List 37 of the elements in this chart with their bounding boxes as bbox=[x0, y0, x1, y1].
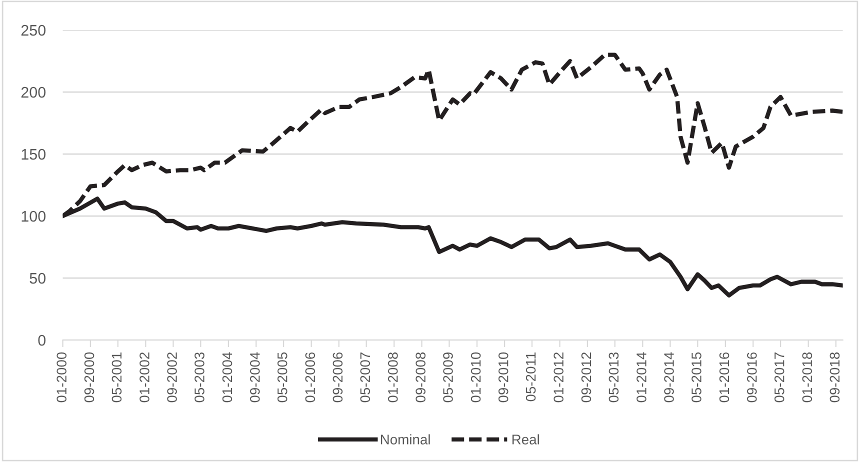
y-tick-label: 0 bbox=[38, 334, 46, 346]
x-tick-label: 01-2014 bbox=[636, 352, 646, 402]
x-tick-label: 09-2012 bbox=[581, 352, 592, 402]
y-tick-label: 50 bbox=[30, 272, 46, 284]
x-tick-label: 01-2006 bbox=[305, 352, 316, 402]
legend-label: Real bbox=[512, 434, 539, 444]
x-tick-label: 09-2002 bbox=[167, 352, 177, 402]
x-tick-label: 09-2016 bbox=[747, 352, 757, 402]
x-tick-label: 09-2010 bbox=[498, 352, 508, 402]
x-tick-label: 05-2011 bbox=[526, 352, 536, 402]
x-tick-label: 01-2000 bbox=[56, 352, 67, 402]
y-tick-label: 150 bbox=[22, 148, 46, 160]
x-tick-label: 05-2009 bbox=[443, 352, 453, 402]
x-tick-label: 05-2001 bbox=[112, 352, 122, 402]
x-tick-label: 09-2006 bbox=[332, 352, 343, 402]
x-tick-label: 09-2018 bbox=[830, 352, 840, 402]
x-tick-label: 01-2012 bbox=[554, 352, 564, 402]
x-tick-label: 05-2015 bbox=[692, 352, 702, 402]
y-tick-label: 200 bbox=[21, 86, 46, 98]
x-tick-label: 09-2008 bbox=[416, 352, 426, 402]
y-tick-label: 250 bbox=[21, 24, 46, 36]
y-tick-label: 100 bbox=[22, 210, 46, 222]
x-tick-label: 05-2005 bbox=[277, 352, 288, 402]
x-tick-label: 01-2010 bbox=[470, 352, 481, 402]
x-tick-label: 09-2000 bbox=[84, 352, 94, 402]
x-tick-label: 01-2002 bbox=[140, 352, 150, 402]
x-tick-label: 01-2008 bbox=[388, 352, 398, 402]
x-tick-label: 01-2016 bbox=[719, 352, 730, 402]
x-tick-label: 09-2004 bbox=[250, 352, 260, 402]
x-tick-label: 05-2003 bbox=[194, 352, 204, 402]
legend-label: Nominal bbox=[380, 434, 430, 444]
x-tick-label: 09-2014 bbox=[664, 352, 674, 402]
x-tick-label: 05-2017 bbox=[774, 352, 784, 402]
x-tick-label: 01-2004 bbox=[222, 352, 232, 402]
x-tick-label: 01-2018 bbox=[802, 352, 812, 402]
x-tick-label: 05-2013 bbox=[608, 352, 619, 402]
x-tick-label: 05-2007 bbox=[360, 352, 370, 402]
